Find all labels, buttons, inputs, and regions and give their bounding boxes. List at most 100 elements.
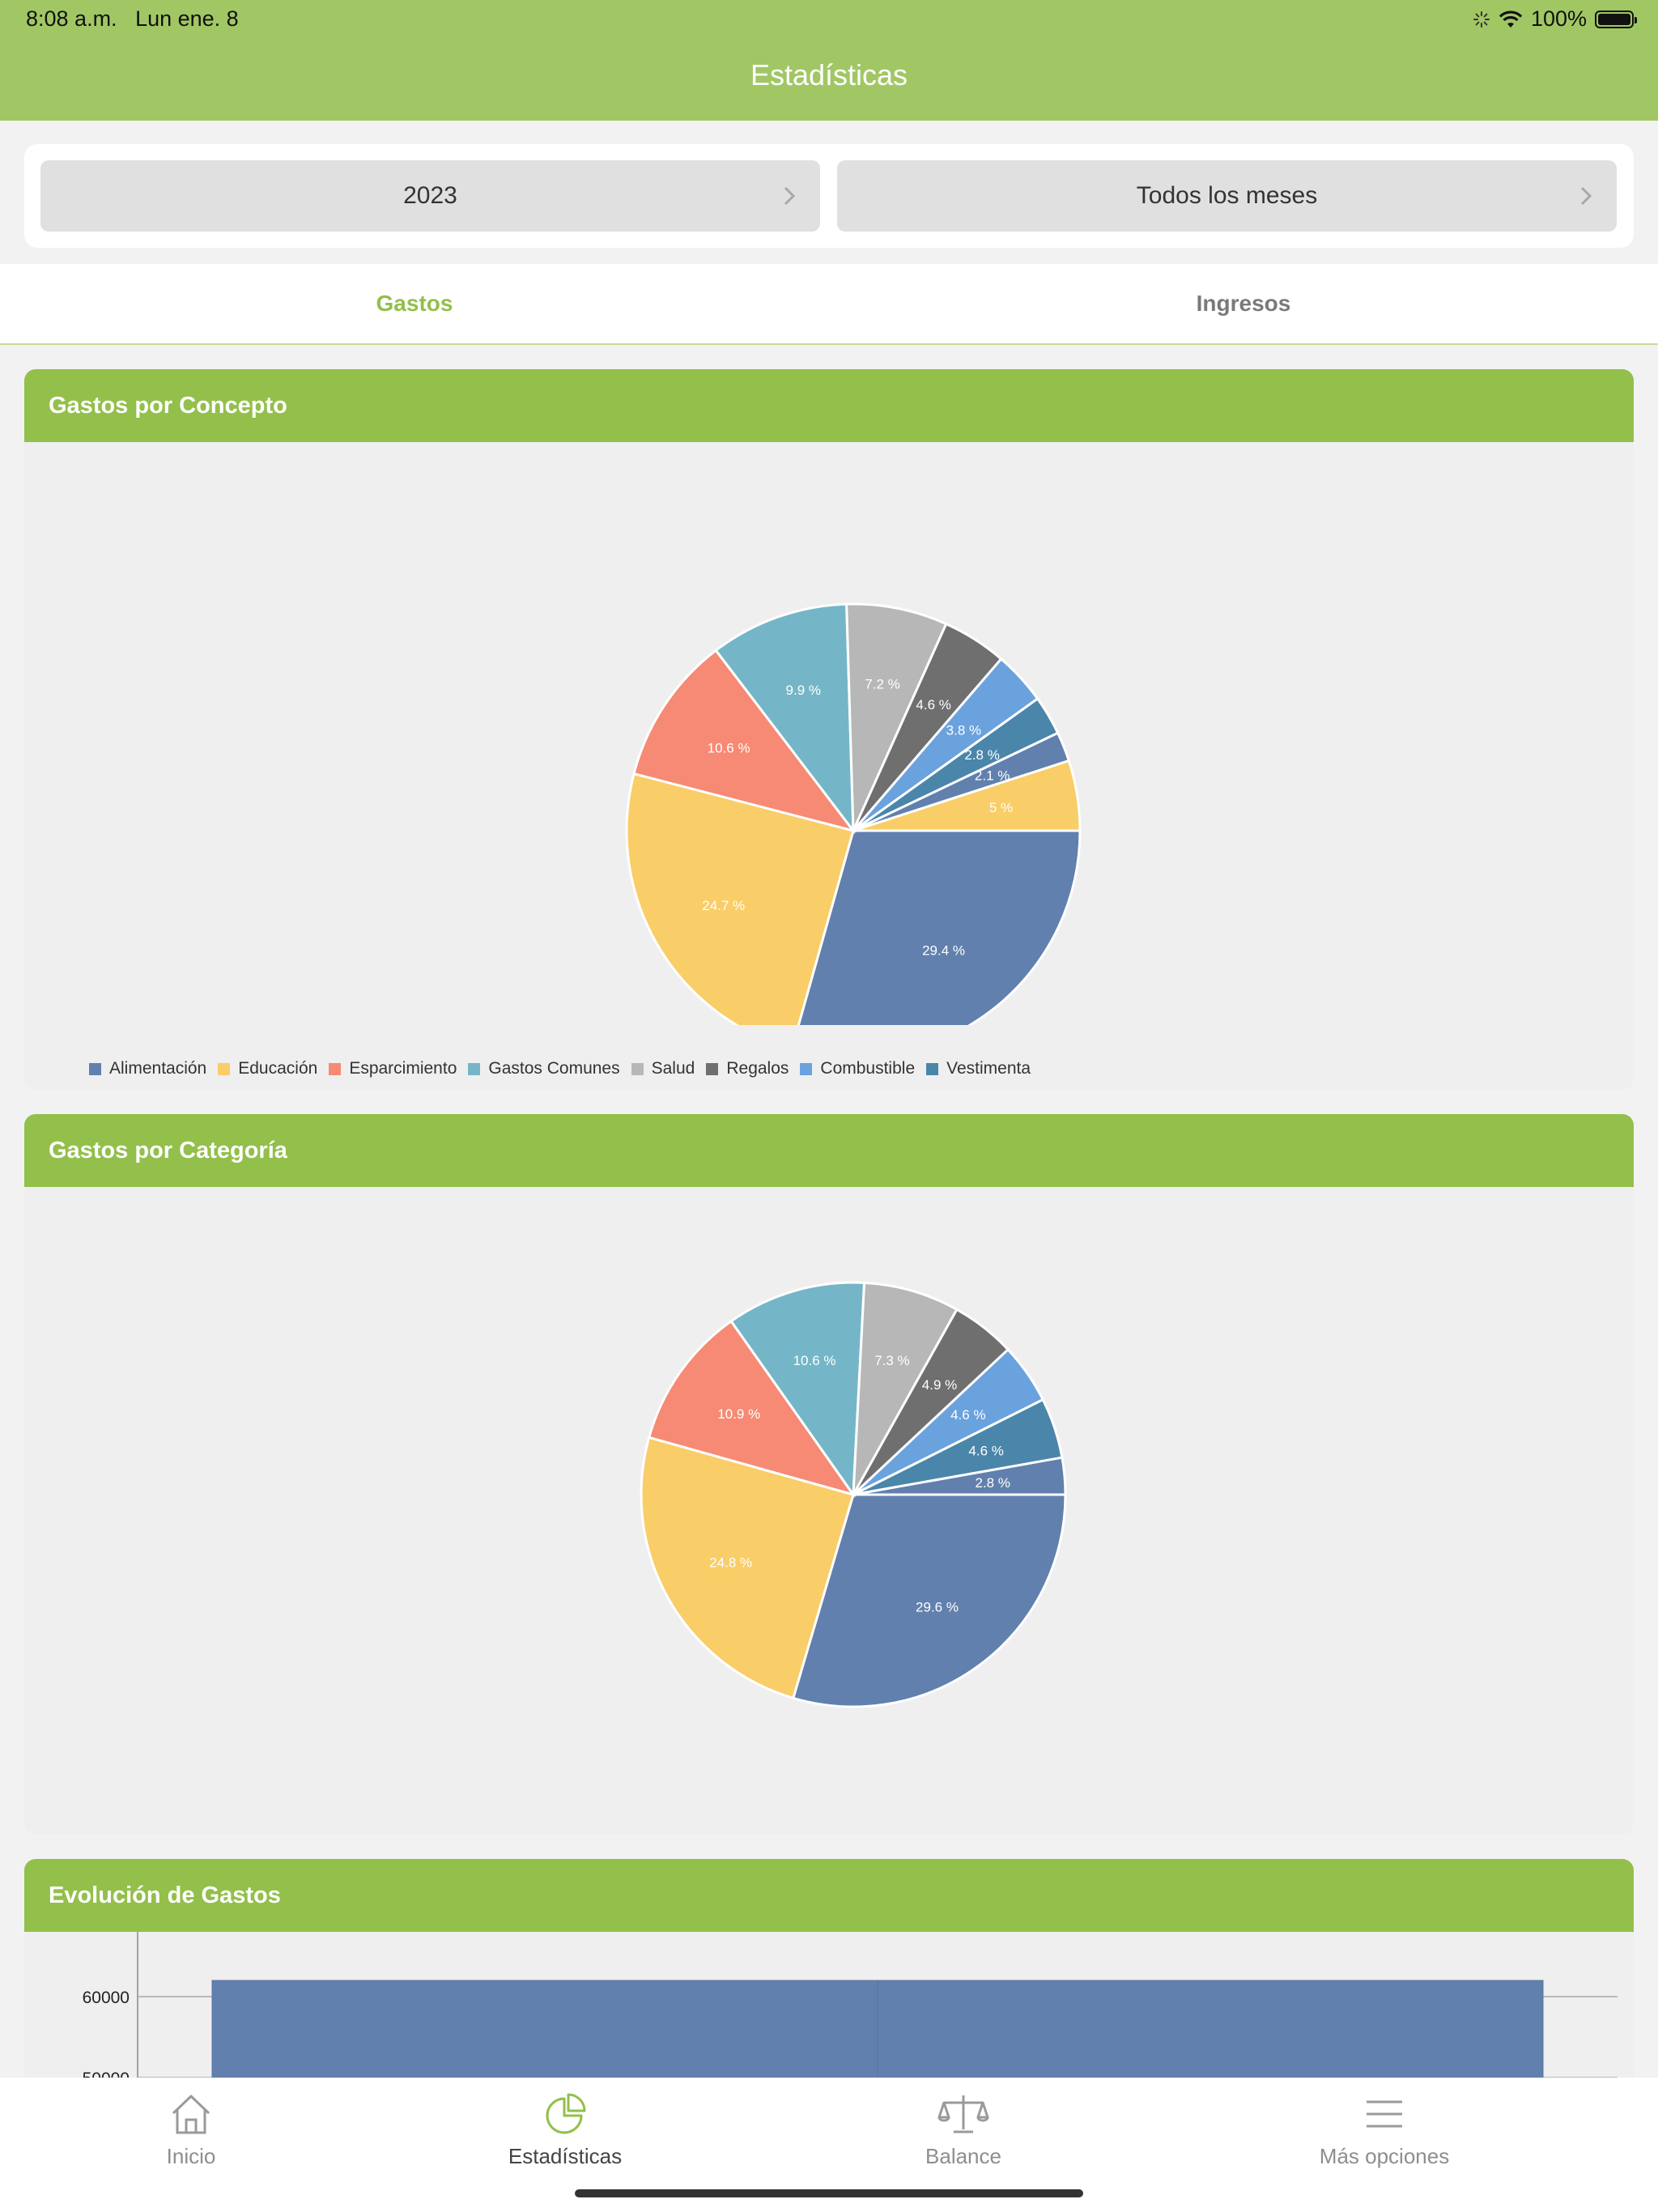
- legend-label: Vestimenta: [946, 1059, 1031, 1078]
- status-time: 8:08 a.m. Lun ene. 8: [26, 6, 239, 32]
- tabbar-label: Inicio: [166, 2144, 216, 2168]
- legend-swatch: [329, 1062, 342, 1075]
- pie-slice[interactable]: [640, 1436, 855, 1700]
- slice-label: 24.7 %: [702, 898, 745, 913]
- concept-pie-chart: 29.4 % 24.7 % 10.6 % 9.9 % 7.2 % 4.6 % 3.8 % 2.…: [625, 602, 1082, 1025]
- menu-icon: [1367, 2100, 1402, 2128]
- tabbar-balance[interactable]: Balance: [842, 2092, 1085, 2169]
- pie-slice[interactable]: [845, 602, 948, 832]
- battery-icon: [1595, 10, 1637, 28]
- legend-swatch: [218, 1062, 231, 1075]
- wifi-icon: [1499, 10, 1523, 28]
- legend-label: Gastos Comunes: [488, 1059, 620, 1078]
- status-date: Lun ene. 8: [135, 6, 239, 31]
- home-icon: [172, 2095, 210, 2134]
- page-title: Estadísticas: [750, 58, 908, 91]
- card-title: Gastos por Concepto: [24, 369, 1634, 442]
- card-title: Evolución de Gastos: [24, 1859, 1634, 1932]
- y-tick-label: 60000: [83, 1989, 130, 2007]
- slice-label: 10.6 %: [793, 1353, 836, 1368]
- tabbar-estadisticas[interactable]: Estadísticas: [444, 2092, 687, 2169]
- navigation-bar: 8:08 a.m. Lun ene. 8 100% Estadísticas: [0, 0, 1658, 121]
- slice-label: 10.6 %: [708, 741, 750, 756]
- legend-item[interactable]: Gastos Comunes: [468, 1059, 620, 1078]
- legend-label: Combustible: [820, 1059, 916, 1078]
- month-selector[interactable]: Todos los meses: [837, 160, 1617, 232]
- evolution-bar-chart: 6000050000: [83, 1932, 1618, 2102]
- status-indicators: 100%: [1473, 6, 1637, 32]
- pie-slice[interactable]: [729, 1281, 866, 1499]
- pie-chart-icon: [546, 2093, 586, 2134]
- tabbar-inicio[interactable]: Inicio: [70, 2092, 312, 2169]
- evolution-chart-card: Evolución de Gastos 6000050000: [24, 1859, 1634, 2102]
- chevron-right-icon: [783, 160, 796, 232]
- slice-label: 4.6 %: [916, 697, 950, 713]
- legend-swatch: [706, 1062, 719, 1075]
- legend-label: Alimentación: [109, 1059, 207, 1078]
- slice-label: 5 %: [989, 800, 1013, 815]
- slice-label: 24.8 %: [709, 1555, 752, 1571]
- card-title: Gastos por Categoría: [24, 1114, 1634, 1187]
- slice-label: 7.2 %: [865, 677, 899, 692]
- year-selector-label: 2023: [403, 182, 457, 209]
- slice-label: 29.4 %: [922, 942, 965, 958]
- pie-slice[interactable]: [852, 759, 1082, 832]
- slice-label: 3.8 %: [946, 722, 981, 738]
- tabbar-label: Balance: [925, 2144, 1001, 2168]
- tabbar-label: Estadísticas: [508, 2144, 623, 2168]
- legend-item[interactable]: Alimentación: [89, 1059, 206, 1078]
- legend-item[interactable]: Vestimenta: [926, 1059, 1031, 1078]
- month-selector-label: Todos los meses: [1136, 182, 1318, 209]
- pie-slice[interactable]: [714, 602, 855, 835]
- tab-ingresos[interactable]: Ingresos: [1196, 291, 1291, 316]
- tab-gastos[interactable]: Gastos: [376, 291, 453, 316]
- segment-tabs: Gastos Ingresos: [0, 264, 1658, 345]
- legend-label: Salud: [651, 1059, 695, 1078]
- slice-label: 4.6 %: [950, 1407, 985, 1423]
- slice-label: 2.1 %: [975, 768, 1010, 783]
- status-clock: 8:08 a.m.: [26, 6, 117, 31]
- legend-item[interactable]: Regalos: [706, 1059, 789, 1078]
- tabbar-mas-opciones[interactable]: Más opciones: [1263, 2092, 1506, 2169]
- legend-swatch: [631, 1062, 644, 1075]
- legend-item[interactable]: Salud: [631, 1059, 695, 1078]
- battery-percent: 100%: [1530, 6, 1587, 31]
- legend-swatch: [926, 1062, 939, 1075]
- slice-label: 4.6 %: [968, 1444, 1003, 1459]
- category-pie-chart: 29.6 % 24.8 % 10.9 % 10.6 % 7.3 % 4.9 % 4.6 % 4…: [640, 1281, 1067, 1708]
- scale-icon: [937, 2095, 989, 2133]
- legend-swatch: [89, 1062, 101, 1075]
- pie-slice[interactable]: [852, 1281, 959, 1495]
- slice-label: 10.9 %: [717, 1406, 760, 1422]
- legend-item[interactable]: Combustible: [800, 1059, 915, 1078]
- legend-item[interactable]: Educación: [218, 1059, 317, 1078]
- slice-label: 4.9 %: [922, 1377, 957, 1393]
- chevron-right-icon: [1579, 160, 1592, 232]
- legend-label: Regalos: [726, 1059, 789, 1078]
- slice-label: 7.3 %: [874, 1353, 909, 1368]
- activity-spinner-icon: [1473, 11, 1490, 28]
- home-indicator: [575, 2189, 1083, 2197]
- pie-slice[interactable]: [625, 772, 855, 1025]
- tabbar-label: Más opciones: [1319, 2144, 1450, 2168]
- year-selector[interactable]: 2023: [40, 160, 820, 232]
- slice-label: 2.8 %: [976, 1475, 1010, 1491]
- legend-swatch: [468, 1062, 481, 1075]
- slice-label: 9.9 %: [786, 683, 821, 698]
- legend-label: Educación: [238, 1059, 318, 1078]
- pie-slice[interactable]: [647, 1319, 857, 1497]
- pie-slice[interactable]: [791, 1493, 1067, 1708]
- legend-swatch: [800, 1062, 813, 1075]
- concept-chart-legend: Alimentación Educación Esparcimiento Gastos…: [89, 1059, 1562, 1078]
- legend-item[interactable]: Esparcimiento: [329, 1059, 457, 1078]
- category-chart-card: Gastos por Categoría 29.6 % 24.8 % 10.9 % 1…: [24, 1114, 1634, 1835]
- legend-label: Esparcimiento: [349, 1059, 457, 1078]
- pie-slice[interactable]: [792, 829, 1082, 1025]
- pie-slice[interactable]: [632, 649, 857, 833]
- slice-label: 2.8 %: [964, 747, 999, 763]
- bottom-tab-bar: Inicio Estadísticas Balance: [0, 2078, 1658, 2212]
- pie-slice[interactable]: [852, 1456, 1067, 1496]
- concept-chart-card: Gastos por Concepto 29.4 % 24.7 % 10.6 % 9.…: [24, 369, 1634, 1090]
- slice-label: 29.6 %: [916, 1600, 959, 1615]
